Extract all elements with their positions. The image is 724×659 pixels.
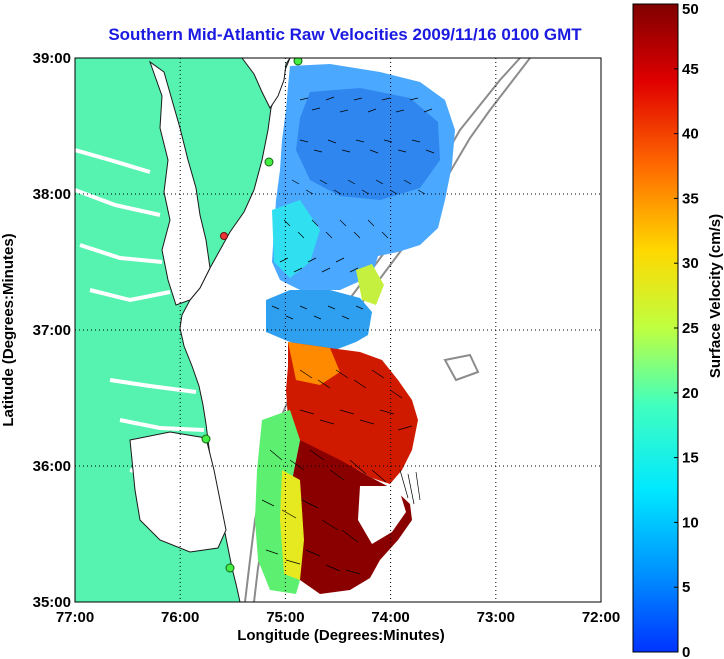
central-east-patch bbox=[356, 264, 384, 305]
chesapeake-bay bbox=[149, 60, 211, 306]
colorbar-gradient bbox=[632, 3, 679, 653]
shelf-yellow-band bbox=[280, 470, 304, 580]
hatteras-orange-band bbox=[288, 342, 340, 385]
site-marker bbox=[225, 563, 235, 573]
x-tick-label: 73:00 bbox=[477, 609, 515, 626]
colorbar-tick-label: 20 bbox=[682, 385, 699, 402]
colorbar-tick-label: 30 bbox=[682, 255, 699, 272]
north-field-edge bbox=[272, 200, 320, 278]
y-tick-label: 38:00 bbox=[33, 186, 71, 203]
x-tick-label: 74:00 bbox=[371, 609, 409, 626]
site-marker bbox=[293, 58, 303, 66]
y-tick-label: 36:00 bbox=[33, 458, 71, 475]
plot-area bbox=[74, 57, 602, 603]
colorbar-label: Surface Velocity (cm/s) bbox=[707, 214, 724, 378]
x-tick-label: 75:00 bbox=[266, 609, 304, 626]
land-mass bbox=[75, 58, 291, 602]
colorbar-tick-label: 5 bbox=[682, 579, 690, 596]
colorbar-tick-label: 50 bbox=[682, 1, 699, 18]
colorbar-tick-label: 15 bbox=[682, 450, 699, 467]
pamlico-sound bbox=[129, 431, 227, 553]
site-marker bbox=[264, 157, 274, 167]
grid-lines bbox=[75, 58, 601, 602]
colorbar-ticks: 0 5 10 15 20 25 30 35 40 45 50 bbox=[674, 1, 699, 659]
plot-frame bbox=[74, 57, 602, 603]
x-tick-label: 76:00 bbox=[161, 609, 199, 626]
colorbar: 0 5 10 15 20 25 30 35 40 45 50 Surface Velocity (c… bbox=[632, 1, 724, 659]
y-tick-label: 37:00 bbox=[33, 322, 71, 339]
south-gap bbox=[358, 486, 406, 544]
x-tick-label: 77:00 bbox=[56, 609, 94, 626]
x-tick-label: 72:00 bbox=[582, 609, 620, 626]
y-axis-label: Latitude (Degrees:Minutes) bbox=[0, 233, 17, 426]
colorbar-tick-label: 0 bbox=[682, 644, 690, 659]
velocity-vectors bbox=[261, 96, 435, 575]
colorbar-tick-label: 40 bbox=[682, 126, 699, 143]
colorbar-tick-label: 45 bbox=[682, 61, 699, 78]
north-field-inner bbox=[296, 88, 440, 200]
site-marker bbox=[201, 434, 211, 444]
colorbar-tick-label: 25 bbox=[682, 320, 699, 337]
radar-sites bbox=[201, 58, 303, 573]
colorbar-tick-label: 35 bbox=[682, 190, 699, 207]
x-axis-label: Longitude (Degrees:Minutes) bbox=[237, 627, 445, 644]
central-field bbox=[266, 290, 372, 352]
x-axis-ticks: 77:00 76:00 75:00 74:00 73:00 72:00 bbox=[56, 609, 620, 626]
colorbar-tick-label: 10 bbox=[682, 514, 699, 531]
y-tick-label: 39:00 bbox=[33, 50, 71, 67]
chart-title: Southern Mid-Atlantic Raw Velocities 200… bbox=[108, 25, 582, 44]
y-tick-label: 35:00 bbox=[33, 594, 71, 611]
y-axis-ticks: 39:00 38:00 37:00 36:00 35:00 bbox=[33, 50, 71, 611]
site-marker bbox=[220, 232, 228, 240]
delaware-bay bbox=[241, 58, 291, 109]
